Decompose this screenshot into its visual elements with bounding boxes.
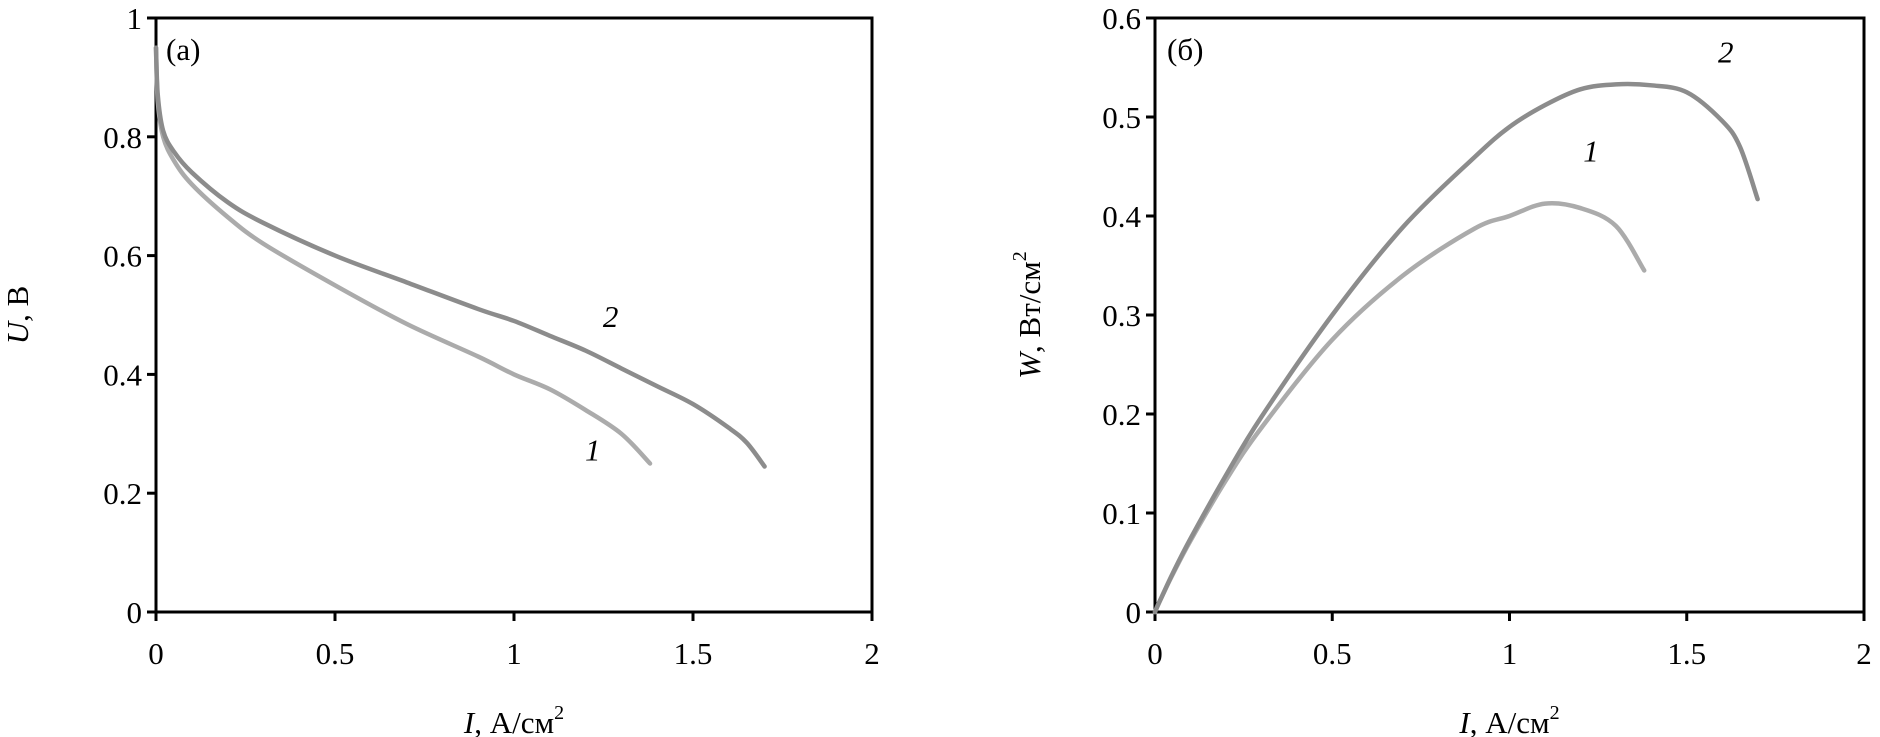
y-tick-label: 0 (1126, 595, 1142, 630)
x-tick-label: 0 (148, 636, 164, 671)
series-line-2 (1152, 81, 1760, 615)
series-line-1 (153, 45, 653, 466)
series-label-1: 1 (585, 433, 601, 468)
y-tick-label: 0.1 (1102, 496, 1141, 531)
y-tick-label: 0.6 (1102, 1, 1141, 36)
y-tick-label: 1 (127, 1, 143, 36)
y-tick-label: 0.2 (1102, 397, 1141, 432)
x-axis-label-unit: , А/см (474, 705, 554, 737)
series-line-2 (153, 45, 767, 469)
x-axis-label: I, А/см2 (463, 702, 564, 737)
plot-frame (1153, 16, 1866, 614)
y-axis-label-unit: , Вт/см (1012, 261, 1047, 353)
y-axis-label-var: W (1012, 350, 1047, 379)
x-tick-label: 0.5 (1313, 636, 1352, 671)
x-axis-label: I, А/см2 (1458, 702, 1559, 737)
x-tick-label: 2 (1856, 636, 1872, 671)
y-tick-label: 0.6 (103, 239, 142, 274)
plot-frame (154, 16, 874, 614)
x-axis-label-var: I (463, 705, 476, 737)
x-tick-label: 2 (864, 636, 880, 671)
y-tick-label: 0.3 (1102, 298, 1141, 333)
series-label-2: 2 (1718, 35, 1734, 70)
x-axis-label-sup: 2 (1550, 702, 1560, 724)
y-tick-label: 0.4 (1102, 199, 1141, 234)
y-axis-label: W, Вт/см2 (1009, 251, 1047, 379)
x-axis-label-unit: , А/см (1470, 705, 1550, 737)
x-tick-label: 0.5 (316, 636, 355, 671)
y-tick-label: 0.4 (103, 357, 142, 392)
y-axis-label-unit: , В (0, 286, 35, 322)
y-axis-label: U, В (0, 286, 35, 345)
y-tick-label: 0.8 (103, 120, 142, 155)
y-axis-label-sup: 2 (1009, 251, 1031, 261)
y-axis-label-var: U (0, 319, 35, 344)
x-axis-label-var: I (1458, 705, 1471, 737)
y-tick-label: 0.5 (1102, 100, 1141, 135)
series-label-2: 2 (603, 299, 619, 334)
x-tick-label: 1.5 (1667, 636, 1706, 671)
series-line-1 (1152, 200, 1647, 615)
x-tick-label: 1.5 (674, 636, 713, 671)
y-tick-label: 0 (127, 595, 143, 630)
x-axis-label-sup: 2 (554, 702, 564, 724)
y-tick-label: 0.2 (103, 476, 142, 511)
series-label-1: 1 (1583, 134, 1599, 169)
panel-label: (a) (166, 32, 200, 67)
x-tick-label: 0 (1147, 636, 1163, 671)
panel-label: (б) (1167, 32, 1203, 67)
x-tick-label: 1 (1502, 636, 1518, 671)
x-tick-label: 1 (506, 636, 522, 671)
